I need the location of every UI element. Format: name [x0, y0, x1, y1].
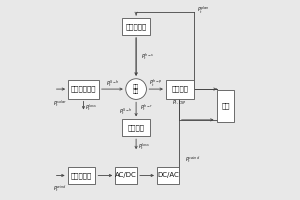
Text: $P_t^{h-s}$: $P_t^{h-s}$: [141, 51, 154, 62]
Text: $P_t^{solar}$: $P_t^{solar}$: [53, 98, 67, 109]
Text: DC/AC: DC/AC: [157, 172, 179, 178]
Text: $P_t^{plan}$: $P_t^{plan}$: [197, 4, 209, 16]
Text: $P_t^{wind}$: $P_t^{wind}$: [53, 183, 67, 194]
Text: $P_t^{S-h}$: $P_t^{S-h}$: [119, 106, 133, 117]
Text: 风力发电机: 风力发电机: [71, 172, 92, 179]
Text: 电加热装置: 电加热装置: [125, 23, 147, 30]
FancyBboxPatch shape: [122, 18, 150, 35]
FancyBboxPatch shape: [166, 80, 194, 99]
Text: 聚光集热系统: 聚光集热系统: [71, 86, 96, 92]
Circle shape: [126, 79, 146, 99]
FancyBboxPatch shape: [115, 167, 137, 184]
Text: $P_t^{loss}$: $P_t^{loss}$: [85, 102, 97, 113]
Text: 传热
工质: 传热 工质: [133, 84, 139, 94]
FancyBboxPatch shape: [217, 90, 234, 122]
Text: $P_t^{S-h}$: $P_t^{S-h}$: [106, 78, 119, 89]
Text: $P_t^{cwind}$: $P_t^{cwind}$: [185, 154, 200, 165]
Text: 电网: 电网: [221, 103, 230, 109]
FancyBboxPatch shape: [122, 119, 150, 136]
Text: $P_{t,CSP}$: $P_{t,CSP}$: [172, 99, 187, 107]
FancyBboxPatch shape: [157, 167, 179, 184]
FancyBboxPatch shape: [68, 80, 99, 99]
Text: 蓄热系统: 蓄热系统: [128, 125, 145, 131]
Text: $P_t^{h-r}$: $P_t^{h-r}$: [140, 102, 153, 113]
Text: AC/DC: AC/DC: [115, 172, 137, 178]
Text: $P_t^{h-p}$: $P_t^{h-p}$: [149, 78, 163, 89]
FancyBboxPatch shape: [68, 167, 95, 184]
Text: $P_t^{loss}$: $P_t^{loss}$: [138, 141, 150, 152]
Text: 发电系统: 发电系统: [171, 86, 188, 92]
